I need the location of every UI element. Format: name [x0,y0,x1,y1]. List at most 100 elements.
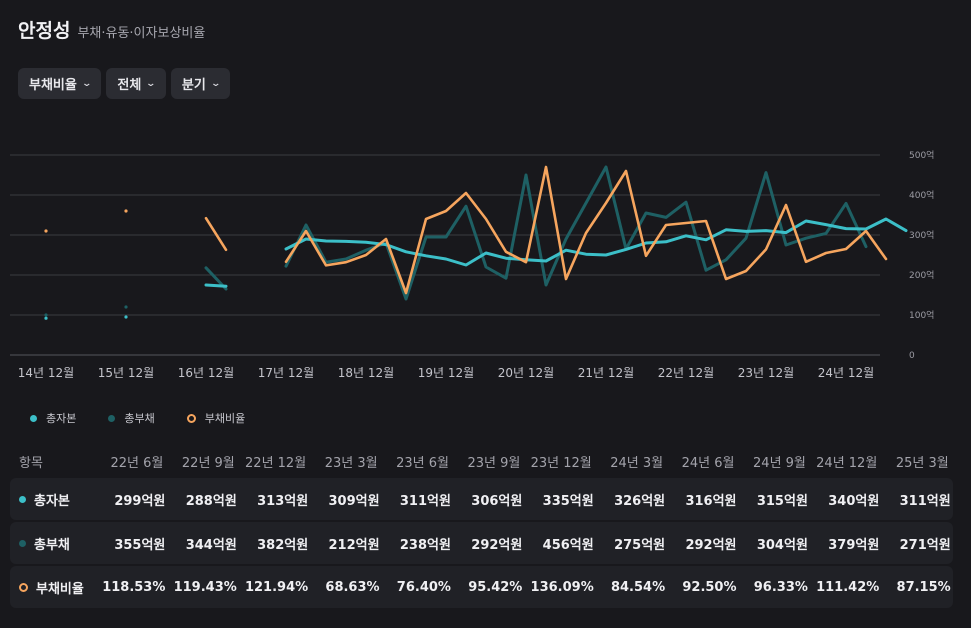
scope-dropdown[interactable]: 전체 ⌄ [106,68,166,99]
table-cell: 306억원 [471,493,523,509]
legend-item-ratio[interactable]: 부채비율 [186,410,246,426]
debt-dot-icon [108,414,116,422]
table-cell: 340억원 [828,493,880,509]
chevron-down-icon: ⌄ [210,78,221,89]
series-line-부채비율 [204,216,228,252]
legend-label: 부채비율 [204,412,246,425]
table-row-assets: 총자본 299억원 288억원 313억원 309억원 311억원 306억원 … [10,478,953,520]
series-line-부채비율 [284,165,888,295]
table-cell: 315억원 [756,493,808,509]
row-label: 부채비율 [10,578,96,597]
table-cell: 95.42% [468,579,523,595]
y-tick-label: 500억 [909,149,934,161]
row-label: 총부채 [10,534,96,553]
filter-bar: 부채비율 ⌄ 전체 ⌄ 분기 ⌄ [18,68,231,99]
series-line-총자본 [204,283,228,288]
table-cell: 316억원 [685,493,737,509]
table-cell: 382억원 [257,537,309,553]
column-header: 24년 3월 [610,455,664,471]
legend-item-debt[interactable]: 총부채 [108,410,155,426]
table-cell: 118.53% [102,579,166,595]
period-dropdown-label: 분기 [181,78,206,93]
data-point [44,313,48,317]
table-cell: 96.33% [753,579,808,595]
section-header: 안정성 부채·유동·이자보상비율 [18,16,205,43]
table-cell: 111.42% [816,579,880,595]
table-cell: 238억원 [399,537,451,553]
table-cell: 76.40% [396,579,451,595]
assets-dot-icon [30,414,37,422]
x-tick-label: 20년 12월 [498,366,554,380]
table-cell: 271억원 [899,537,951,553]
column-header: 24년 6월 [681,455,735,471]
x-tick-label: 15년 12월 [98,366,154,380]
x-tick-label: 14년 12월 [18,366,74,380]
table-cell: 326억원 [614,493,666,509]
column-header: 23년 6월 [396,455,449,471]
x-tick-label: 24년 12월 [818,366,874,380]
legend-label: 총자본 [46,412,77,425]
table-header: 항목 22년 6월 22년 9월 22년 12월 23년 3월 23년 6월 2… [10,446,953,476]
chevron-down-icon: ⌄ [145,78,157,89]
stability-table: 항목 22년 6월 22년 9월 22년 12월 23년 3월 23년 6월 2… [10,446,953,608]
assets-dot-icon [19,495,26,503]
period-dropdown[interactable]: 분기 ⌄ [170,68,231,99]
table-row-debt: 총부채 355억원 344억원 382억원 212억원 238억원 292억원 … [10,522,953,564]
metric-dropdown-label: 부채비율 [29,78,77,93]
chevron-down-icon: ⌄ [81,78,92,89]
table-cell: 344억원 [185,537,237,553]
table-cell: 313억원 [257,493,309,509]
column-header: 24년 12월 [816,455,878,471]
table-row-ratio: 부채비율 118.53% 119.43% 121.94% 68.63% 76.4… [10,566,953,608]
x-tick-label: 18년 12월 [338,366,394,380]
table-cell: 292억원 [685,537,737,553]
row-label-text: 총자본 [34,493,70,509]
column-header: 25년 3월 [895,455,949,471]
y-tick-label: 400억 [909,189,934,201]
y-tick-label: 300억 [909,229,934,241]
data-point [124,209,128,213]
column-header: 23년 9월 [467,455,521,471]
chart-legend: 총자본 총부채 부채비율 [30,410,245,426]
table-cell: 311억원 [399,493,451,509]
row-label: 총자본 [10,490,96,509]
column-header: 24년 9월 [753,455,806,471]
data-point [44,316,48,320]
table-cell: 456억원 [542,537,594,553]
section-subtitle: 부채·유동·이자보상비율 [77,26,206,41]
x-tick-label: 22년 12월 [658,366,714,380]
metric-dropdown[interactable]: 부채비율 ⌄ [18,68,102,99]
section-title: 안정성 [18,20,71,42]
x-tick-label: 16년 12월 [178,366,234,380]
x-tick-label: 19년 12월 [418,366,474,380]
table-cell: 311억원 [899,493,951,509]
column-header: 22년 9월 [181,455,235,471]
table-cell: 212억원 [328,537,380,553]
table-cell: 92.50% [682,579,737,595]
stability-line-chart: 500억 400억 300억 200억 100억 0 14년 12월 15년 12월 16년 1… [10,149,934,380]
y-tick-label: 0 [909,351,915,361]
table-cell: 136.09% [530,579,594,595]
y-tick-label: 200억 [909,269,934,281]
data-point [124,305,128,309]
table-cell: 304억원 [756,537,808,553]
x-tick-label: 21년 12월 [578,366,634,380]
y-tick-label: 100억 [909,309,934,321]
column-header: 23년 12월 [530,455,592,471]
header-label: 항목 [19,455,43,471]
ratio-ring-icon [19,582,28,592]
column-header: 22년 12월 [245,455,307,471]
table-cell: 309억원 [328,493,380,509]
table-cell: 335억원 [542,493,594,509]
table-cell: 292억원 [471,537,523,553]
table-cell: 299억원 [114,493,166,509]
table-cell: 275억원 [614,537,666,553]
row-label-text: 부채비율 [36,581,84,597]
data-point [44,229,48,233]
legend-item-assets[interactable]: 총자본 [30,410,76,426]
legend-label: 총부채 [124,412,155,425]
table-cell: 68.63% [325,579,380,595]
table-cell: 87.15% [896,579,951,595]
table-cell: 288억원 [185,493,237,509]
ratio-ring-icon [186,413,196,423]
